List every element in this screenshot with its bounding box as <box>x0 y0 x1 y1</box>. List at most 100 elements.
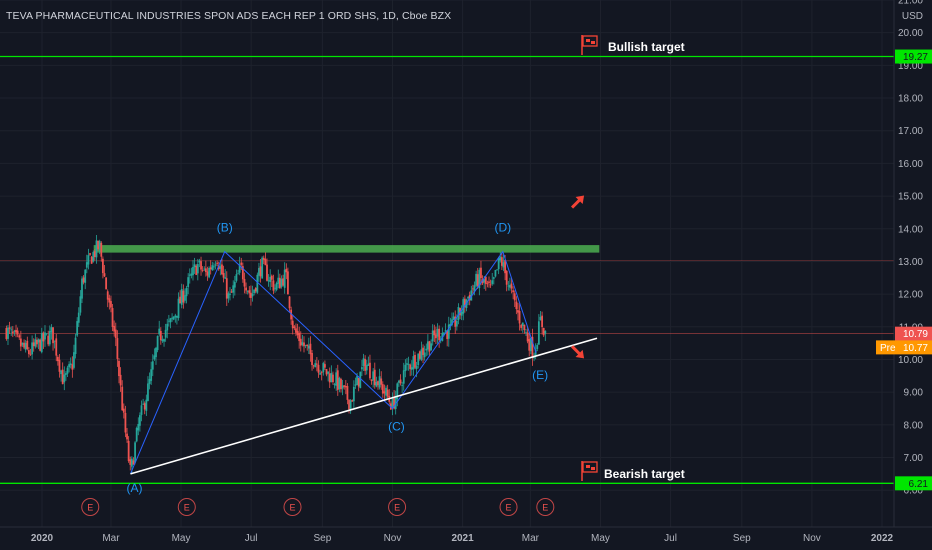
candle-body <box>291 320 294 329</box>
candle-body <box>113 325 116 332</box>
candle-body <box>433 330 436 336</box>
candle-body <box>177 298 180 319</box>
candle-body <box>90 256 93 264</box>
candle-body <box>486 283 489 285</box>
candle-body <box>34 339 37 347</box>
candle-body <box>156 336 159 351</box>
candle-body <box>348 399 350 410</box>
time-tick-label: Nov <box>384 533 402 544</box>
candle-body <box>213 266 215 268</box>
price-tick-label: 14.00 <box>898 224 923 235</box>
currency-label: USD <box>902 11 923 22</box>
candle-body <box>89 253 91 255</box>
candle-body <box>510 283 513 289</box>
candle-body <box>533 357 535 359</box>
candle-body <box>50 327 53 333</box>
candle-body <box>385 387 387 396</box>
candle-body <box>61 369 64 385</box>
earnings-marker[interactable]: E <box>283 498 302 516</box>
earnings-marker[interactable]: E <box>388 498 407 516</box>
candle-body <box>472 288 474 290</box>
candle-body <box>111 308 114 328</box>
candle-body <box>122 408 125 413</box>
candle-body <box>264 258 267 266</box>
earnings-label: E <box>87 503 93 513</box>
candle-body <box>449 323 452 327</box>
candle-body <box>489 284 492 286</box>
candle-body <box>216 262 219 264</box>
candle-body <box>229 293 231 295</box>
earnings-label: E <box>394 503 400 513</box>
candle-body <box>352 386 355 402</box>
candle-body <box>208 268 210 278</box>
candle-body <box>454 316 457 327</box>
candle-body <box>499 256 502 261</box>
resistance-zone-bar <box>93 245 600 253</box>
time-tick-label: Nov <box>803 533 821 544</box>
candle-body <box>317 364 320 373</box>
support-trendline <box>130 337 598 475</box>
candle-body <box>407 363 410 365</box>
candle-body <box>258 268 260 276</box>
candle-body <box>509 285 511 288</box>
candle-body <box>200 261 202 270</box>
candle-body <box>423 352 426 358</box>
candle-body <box>463 298 466 308</box>
earnings-marker[interactable]: E <box>536 498 555 516</box>
time-tick-label: May <box>591 533 610 544</box>
earnings-marker[interactable]: E <box>81 498 100 516</box>
candle-body <box>404 364 407 372</box>
candle-body <box>351 400 354 402</box>
candle-body <box>31 342 34 355</box>
candle-body <box>102 258 104 274</box>
candle-body <box>481 279 484 284</box>
candle-body <box>116 338 119 359</box>
earnings-marker[interactable]: E <box>499 498 518 516</box>
candle-body <box>512 290 515 293</box>
candle-body <box>21 342 24 345</box>
candle-body <box>410 367 413 370</box>
candle-body <box>32 342 35 347</box>
candle-body <box>119 374 122 386</box>
candle-body <box>309 343 312 355</box>
candle-body <box>164 329 167 338</box>
candle-body <box>356 375 358 386</box>
badge-value: 6.21 <box>909 479 929 490</box>
candle-body <box>127 440 130 461</box>
candle-body <box>293 326 296 328</box>
flag-check <box>586 465 590 468</box>
candle-body <box>438 328 441 341</box>
candle-body <box>58 359 61 372</box>
badge-value: 10.79 <box>903 329 928 340</box>
candle-body <box>45 333 48 335</box>
price-tick-label: 15.00 <box>898 192 923 203</box>
candle-body <box>529 338 532 352</box>
candle-body <box>121 386 124 411</box>
candle-body <box>444 330 447 332</box>
candle-body <box>443 332 445 335</box>
earnings-marker[interactable]: E <box>177 498 196 516</box>
candle-body <box>517 310 519 313</box>
candle-body <box>40 333 43 353</box>
candle-body <box>393 397 395 409</box>
candle-body <box>536 345 539 350</box>
candle-body <box>330 373 333 383</box>
candle-body <box>98 241 101 247</box>
candle-body <box>74 337 77 354</box>
candle-body <box>256 274 259 293</box>
candle-body <box>341 385 344 389</box>
candle-body <box>198 260 201 263</box>
candle-body <box>84 269 87 283</box>
candle-body <box>287 271 289 295</box>
candle-body <box>142 403 145 405</box>
flag-check <box>591 41 595 44</box>
wave-line <box>130 250 537 475</box>
candle-body <box>108 298 111 303</box>
candle-body <box>375 381 378 387</box>
candle-body <box>515 301 518 310</box>
earnings-circle <box>536 498 555 516</box>
candle-body <box>42 332 45 342</box>
candle-body <box>335 372 338 386</box>
